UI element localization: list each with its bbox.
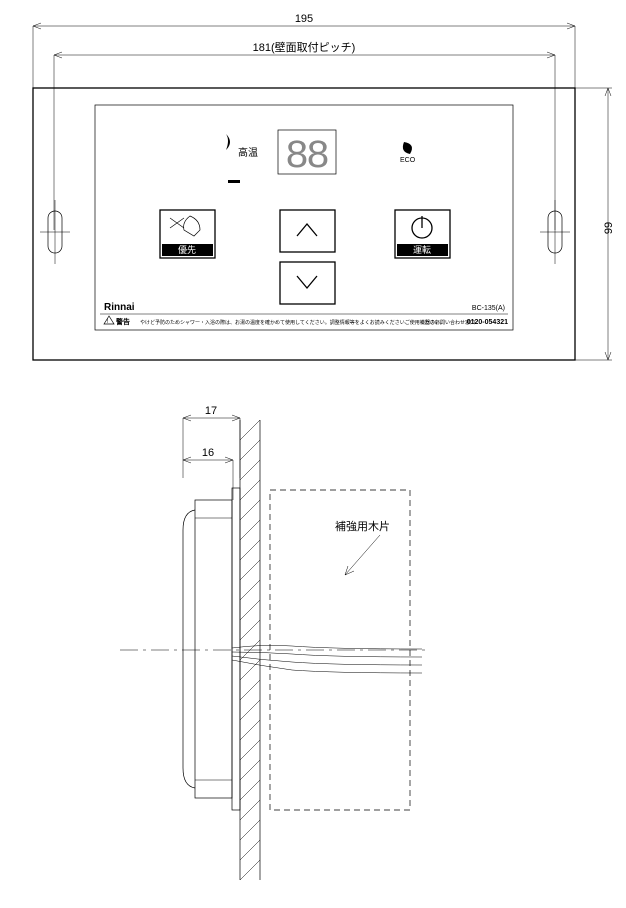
side-view: 17 16 (120, 405, 430, 880)
dim-text-17: 17 (205, 405, 217, 417)
label-power: 運転 (413, 245, 431, 255)
technical-drawing-svg: 195 181(壁面取付ピッチ) (0, 0, 626, 903)
eco-icon: ECO (400, 142, 416, 164)
warning-icon: ! (104, 316, 114, 325)
cable-wires (232, 645, 422, 673)
dim-side-17: 17 (183, 405, 240, 478)
dim-height-99: 99 (575, 88, 615, 360)
hand-icon (170, 216, 200, 236)
up-button[interactable] (280, 210, 335, 252)
dim-text-195: 195 (295, 13, 313, 25)
power-icon (412, 216, 432, 238)
front-view: 195 181(壁面取付ピッチ) (33, 13, 615, 360)
brand-text: Rinnai (104, 302, 135, 313)
dim-text-181: 181(壁面取付ピッチ) (253, 40, 356, 54)
flame-icon (226, 134, 230, 150)
phone-number: 0120-054321 (467, 319, 508, 326)
label-eco: ECO (400, 157, 416, 164)
power-button[interactable]: 運転 (395, 210, 450, 258)
down-button[interactable] (280, 262, 335, 304)
reinforcement-label: 補強用木片 (335, 520, 390, 533)
display-area: 高温 88 ECO (226, 130, 416, 183)
label-priority: 優先 (178, 244, 196, 255)
priority-button[interactable]: 優先 (160, 210, 215, 258)
bottom-info: Rinnai BC-135(A) ! 警告 やけど予防のためシャワー・入浴の際は… (100, 302, 508, 326)
mount-slot-right (540, 200, 570, 264)
seg-value: 88 (285, 135, 328, 180)
remote-side-profile (183, 488, 240, 810)
dim-text-99: 99 (603, 222, 615, 234)
seven-seg-display: 88 (278, 130, 336, 180)
label-high-temp: 高温 (238, 146, 258, 159)
warning-mark-text: 警告 (116, 317, 130, 326)
buttons: 優先 運転 (160, 210, 450, 304)
dim-side-16: 16 (183, 447, 233, 500)
warning-text: やけど予防のためシャワー・入浴の際は、お湯の温度を確かめて使用してください。調整… (140, 319, 445, 326)
drawing-stage: 195 181(壁面取付ピッチ) (0, 0, 626, 903)
dim-text-16: 16 (202, 447, 214, 459)
mount-slot-left (40, 200, 70, 264)
indicator-led (228, 180, 240, 183)
model-text: BC-135(A) (472, 305, 505, 312)
